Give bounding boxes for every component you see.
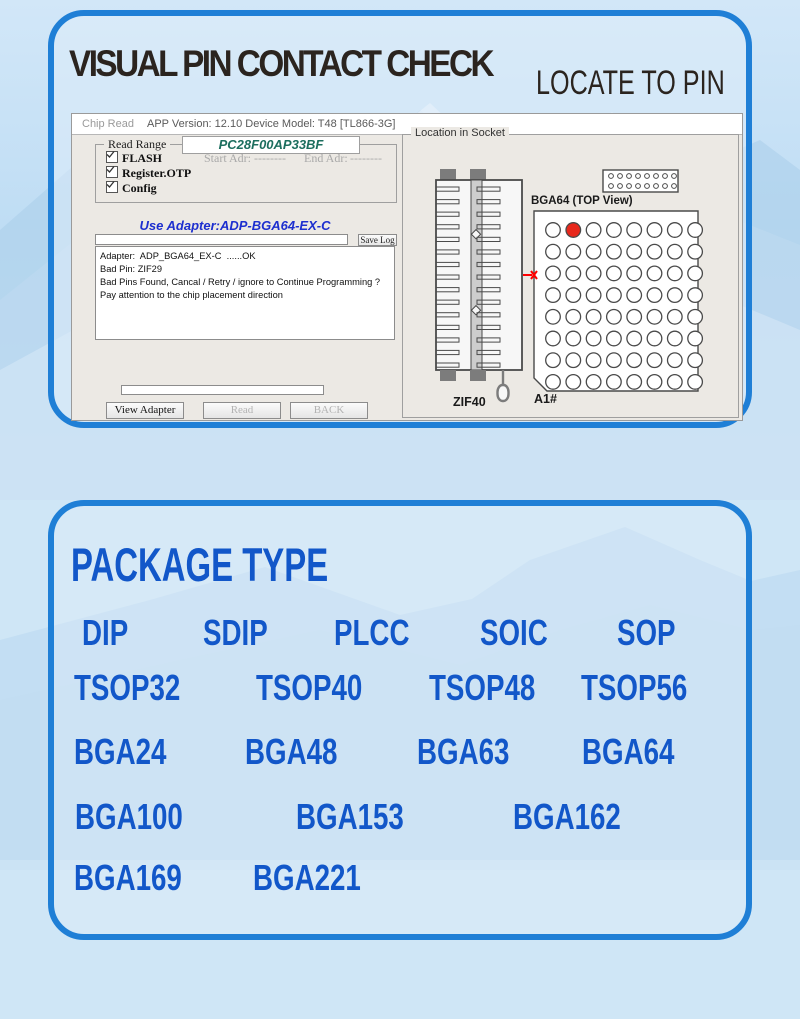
svg-text:BGA64 (TOP View): BGA64 (TOP View) — [531, 195, 633, 207]
svg-text:ZIF40: ZIF40 — [453, 395, 486, 409]
svg-text:A1#: A1# — [534, 392, 557, 406]
